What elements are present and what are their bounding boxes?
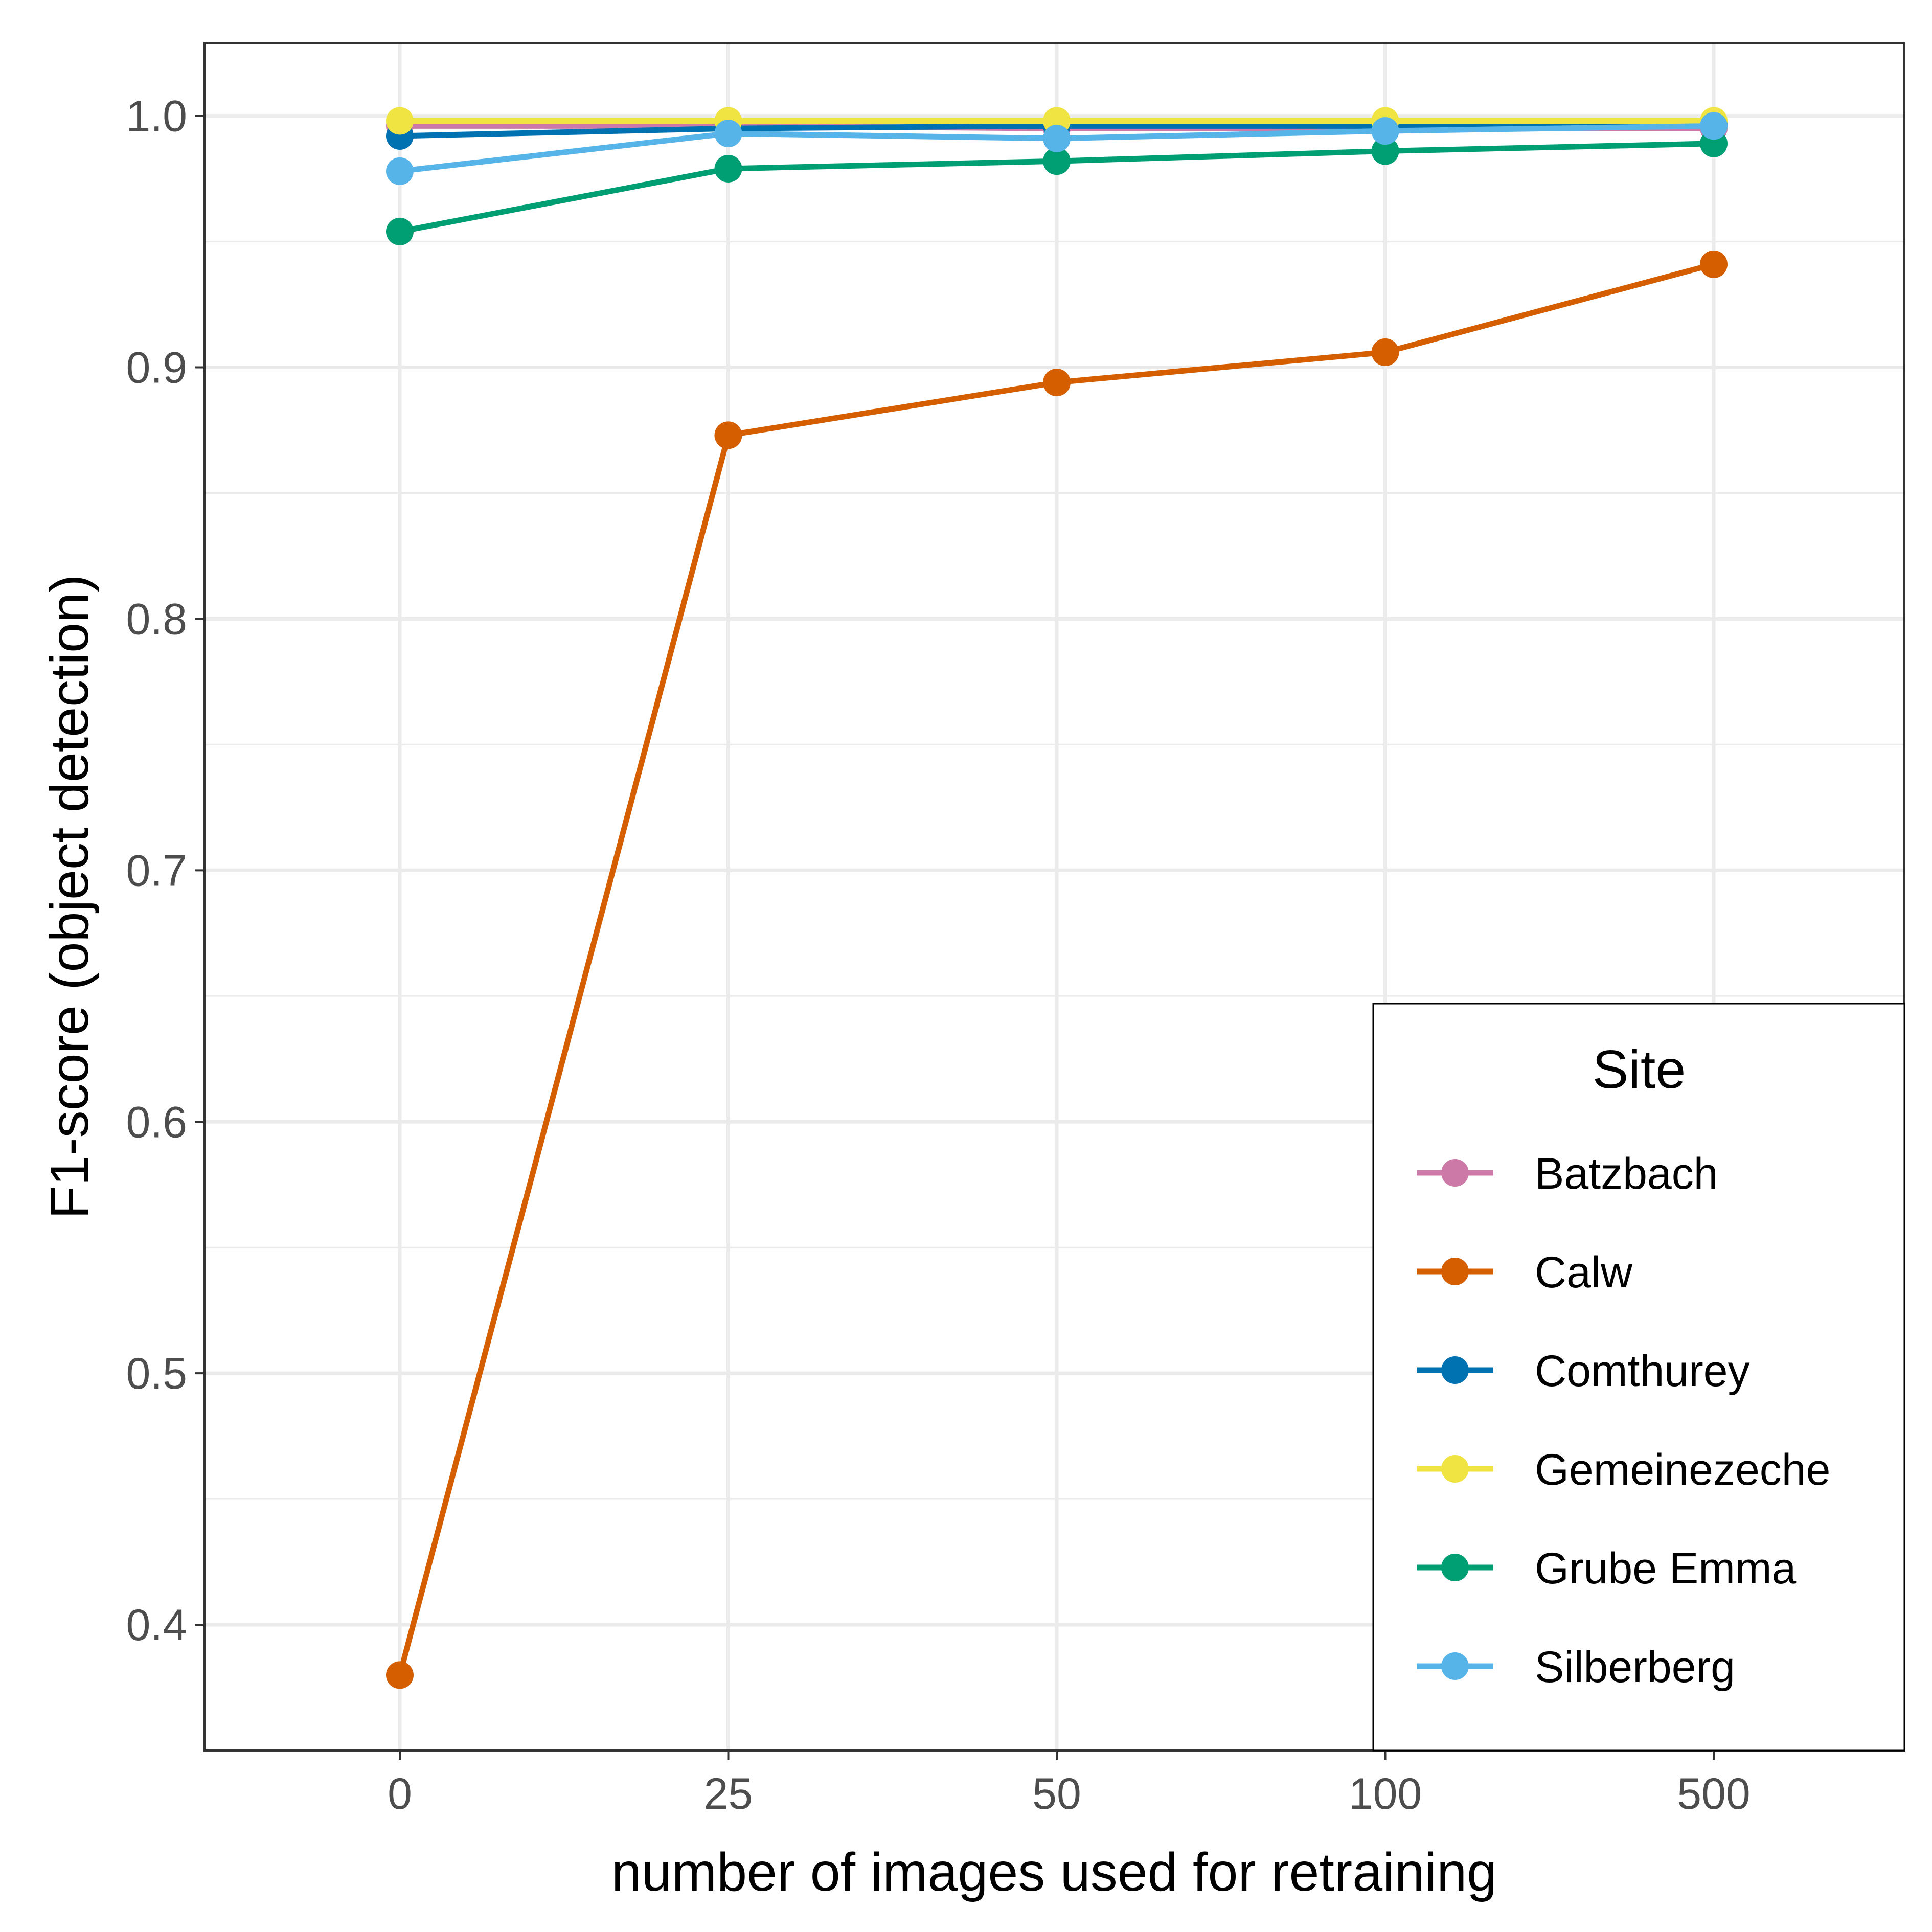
y-axis-title: F1-score (object detection) xyxy=(39,575,100,1219)
legend-key-point xyxy=(1441,1356,1469,1384)
data-point-gemeinezeche xyxy=(386,107,414,135)
legend-label: Comthurey xyxy=(1535,1347,1750,1396)
legend-item-comthurey: Comthurey xyxy=(1417,1347,1750,1396)
data-point-grube-emma xyxy=(1371,137,1399,165)
y-tick-label: 0.4 xyxy=(126,1601,187,1650)
legend-key-point xyxy=(1441,1159,1469,1187)
y-axis: 0.4 0.5 0.6 0.7 0.8 0.9 1.0 xyxy=(126,92,204,1650)
data-point-grube-emma xyxy=(714,154,742,183)
data-point-calw xyxy=(1043,369,1071,397)
minor-gridlines xyxy=(204,241,1904,1500)
x-axis: 0 25 50 100 500 xyxy=(388,1751,1751,1819)
legend-item-batzbach: Batzbach xyxy=(1417,1149,1718,1198)
legend-key-point xyxy=(1441,1455,1469,1483)
legend-items: Batzbach Calw Comthurey Gemeinezeche Grube E… xyxy=(1417,1149,1830,1692)
series-silberberg xyxy=(386,112,1728,185)
y-tick-label: 0.5 xyxy=(126,1349,187,1398)
data-point-silberberg xyxy=(1043,124,1071,152)
x-tick-label: 0 xyxy=(388,1769,412,1819)
y-tick-label: 1.0 xyxy=(126,92,187,141)
data-point-silberberg xyxy=(1371,117,1399,145)
data-point-silberberg xyxy=(714,120,742,148)
x-axis-title: number of images used for retraining xyxy=(611,1842,1497,1902)
y-tick-label: 0.6 xyxy=(126,1098,187,1147)
data-point-calw xyxy=(1700,250,1728,278)
plot-panel-border xyxy=(203,42,1905,1752)
data-point-grube-emma xyxy=(386,217,414,245)
data-point-calw xyxy=(1371,338,1399,367)
legend-item-calw: Calw xyxy=(1417,1248,1633,1297)
legend-item-silberberg: Silberberg xyxy=(1417,1643,1735,1692)
x-tick-label: 100 xyxy=(1349,1769,1422,1819)
y-tick-label: 0.7 xyxy=(126,846,187,895)
legend-key-point xyxy=(1441,1258,1469,1285)
x-tick-label: 50 xyxy=(1032,1769,1081,1819)
data-point-calw xyxy=(386,1661,414,1689)
series-grube-emma xyxy=(386,129,1728,245)
legend-label: Grube Emma xyxy=(1535,1544,1797,1593)
legend-item-gemeinezeche: Gemeinezeche xyxy=(1417,1445,1830,1494)
legend-label: Batzbach xyxy=(1535,1149,1718,1198)
legend-label: Gemeinezeche xyxy=(1535,1445,1830,1494)
x-tick-label: 25 xyxy=(704,1769,753,1819)
legend-label: Silberberg xyxy=(1535,1643,1735,1692)
legend-item-grube-emma: Grube Emma xyxy=(1417,1544,1797,1593)
x-tick-label: 500 xyxy=(1677,1769,1751,1819)
legend-title: Site xyxy=(1593,1039,1686,1100)
legend: Site Batzbach Calw Comthurey Gemeinezeche Gr… xyxy=(1372,1003,1905,1752)
series-layer xyxy=(386,107,1728,1689)
legend-key-point xyxy=(1441,1554,1469,1581)
data-point-silberberg xyxy=(386,157,414,185)
data-point-calw xyxy=(714,421,742,449)
data-point-grube-emma xyxy=(1043,147,1071,175)
series-calw xyxy=(386,250,1728,1689)
y-tick-label: 0.9 xyxy=(126,344,187,393)
y-tick-label: 0.8 xyxy=(126,595,187,644)
legend-label: Calw xyxy=(1535,1248,1633,1297)
legend-key-point xyxy=(1441,1652,1469,1680)
major-gridlines xyxy=(204,43,1904,1751)
data-point-silberberg xyxy=(1700,112,1728,140)
